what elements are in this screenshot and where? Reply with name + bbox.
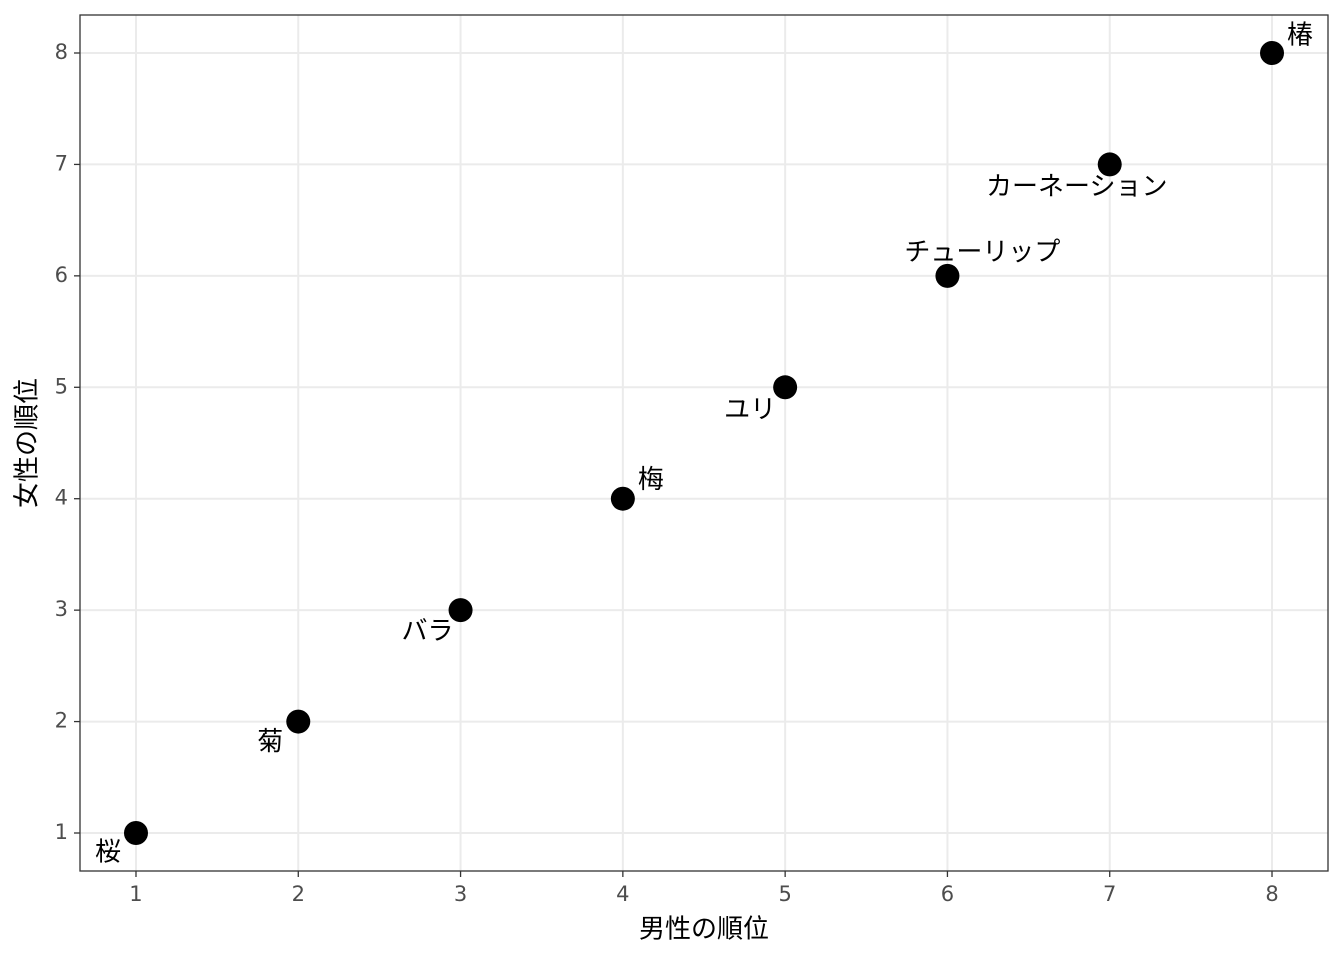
- y-tick-label: 5: [55, 374, 68, 398]
- point-label: 椿: [1287, 20, 1313, 50]
- point-label: ユリ: [724, 395, 776, 425]
- x-tick-label: 6: [941, 882, 954, 906]
- x-axis-title: 男性の順位: [639, 915, 769, 945]
- point-label: 梅: [638, 465, 664, 495]
- point-label: 菊: [257, 727, 283, 757]
- point: [123, 821, 148, 846]
- y-tick-label: 3: [55, 597, 68, 621]
- x-tick-label: 3: [454, 882, 467, 906]
- y-tick-label: 4: [55, 486, 68, 510]
- panel-border: [79, 14, 1329, 872]
- point: [935, 263, 960, 288]
- point: [773, 375, 798, 400]
- point: [286, 709, 311, 734]
- point-label: バラ: [402, 617, 454, 647]
- y-tick-label: 1: [55, 820, 68, 844]
- point: [1260, 40, 1285, 65]
- point: [448, 598, 473, 623]
- point-label: 桜: [95, 838, 121, 868]
- y-axis-title: 女性の順位: [13, 378, 43, 508]
- point-label: チューリップ: [904, 237, 1060, 267]
- x-tick-label: 8: [1265, 882, 1278, 906]
- point: [1097, 152, 1122, 177]
- point-label: カーネーション: [986, 172, 1167, 202]
- x-tick-label: 7: [1103, 882, 1116, 906]
- y-tick-label: 7: [55, 151, 68, 175]
- x-tick-label: 1: [129, 882, 142, 906]
- x-tick-label: 2: [292, 882, 305, 906]
- y-tick-label: 2: [55, 709, 68, 733]
- x-tick-label: 5: [778, 882, 791, 906]
- y-tick-label: 8: [55, 40, 68, 64]
- point: [610, 486, 635, 511]
- grid: [80, 15, 1328, 871]
- marks: 桜 菊 バラ 梅 ユリ チューリップ カーネーション 椿: [95, 20, 1313, 867]
- x-tick-label: 4: [616, 882, 629, 906]
- y-tick-label: 6: [55, 263, 68, 287]
